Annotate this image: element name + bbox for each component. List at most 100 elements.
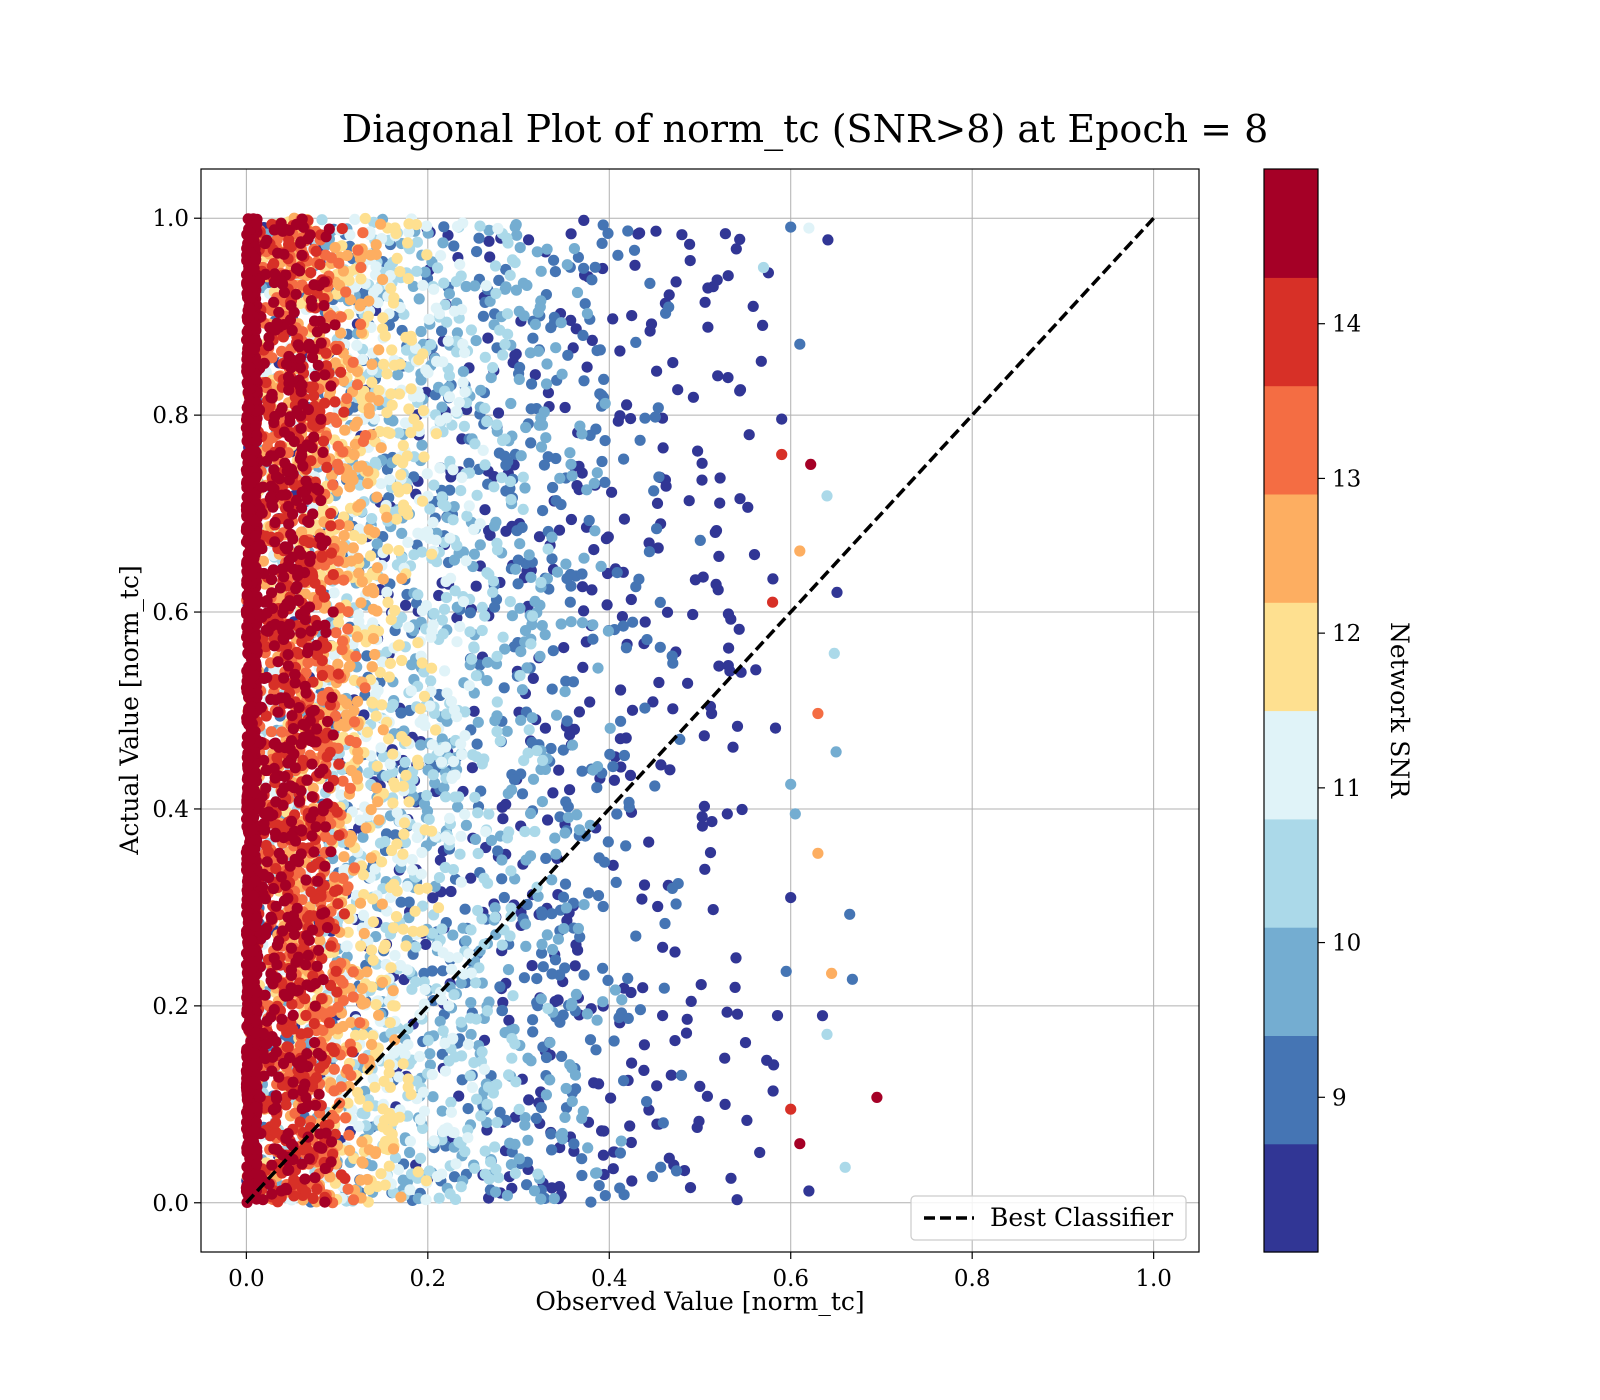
scatter-point	[550, 848, 562, 860]
scatter-point	[525, 571, 537, 584]
scatter-point	[722, 372, 734, 384]
scatter-point	[596, 455, 608, 468]
scatter-point	[458, 420, 470, 432]
scatter-point	[684, 238, 696, 250]
scatter-point	[466, 762, 478, 774]
scatter-point	[389, 781, 401, 793]
scatter-point	[375, 1168, 387, 1180]
scatter-point	[400, 599, 412, 611]
scatter-point	[561, 573, 573, 585]
scatter-point	[522, 1134, 534, 1146]
scatter-point	[550, 495, 562, 507]
scatter-point	[723, 642, 735, 654]
scatter-point	[445, 963, 458, 975]
scatter-point	[578, 969, 590, 981]
scatter-point	[529, 369, 541, 381]
scatter-point	[549, 832, 561, 844]
scatter-point	[329, 885, 341, 898]
scatter-point	[481, 415, 493, 428]
scatter-point	[505, 865, 517, 877]
scatter-point	[542, 387, 555, 399]
scatter-point	[403, 896, 415, 908]
scatter-point	[488, 481, 500, 493]
scatter-point	[450, 1158, 462, 1170]
scatter-point	[549, 266, 562, 278]
scatter-point	[387, 1143, 400, 1155]
scatter-point	[362, 310, 374, 322]
scatter-point	[536, 419, 549, 431]
scatter-point	[415, 926, 427, 938]
scatter-point	[571, 480, 583, 492]
scatter-point	[295, 422, 307, 434]
scatter-point	[423, 1165, 435, 1177]
scatter-point	[683, 495, 695, 507]
scatter-point	[587, 633, 599, 645]
scatter-point	[639, 702, 651, 714]
scatter-point	[660, 307, 672, 319]
scatter-point	[494, 735, 506, 747]
scatter-point	[527, 332, 539, 344]
scatter-point	[455, 830, 467, 842]
scatter-point	[319, 369, 331, 381]
scatter-point	[584, 696, 596, 708]
scatter-point	[482, 877, 494, 889]
scatter-point	[357, 1157, 369, 1169]
scatter-point	[463, 500, 475, 512]
scatter-point	[596, 1125, 608, 1137]
scatter-point	[445, 1096, 457, 1108]
scatter-point	[468, 1057, 480, 1069]
scatter-point	[437, 237, 449, 249]
scatter-point	[449, 1051, 461, 1063]
scatter-point	[361, 1173, 373, 1186]
scatter-point	[725, 613, 737, 625]
scatter-point	[356, 576, 368, 588]
scatter-point	[430, 428, 442, 440]
scatter-point	[405, 383, 417, 395]
scatter-point	[680, 1027, 693, 1039]
scatter-point	[592, 662, 604, 674]
scatter-point	[491, 696, 503, 708]
scatter-point	[390, 911, 403, 923]
scatter-point	[443, 391, 456, 403]
scatter-point	[535, 1101, 547, 1114]
scatter-point	[420, 938, 432, 951]
scatter-point	[694, 1080, 706, 1092]
scatter-point	[316, 550, 328, 562]
scatter-point	[444, 455, 456, 467]
scatter-point	[545, 1128, 557, 1140]
scatter-point	[471, 246, 483, 258]
scatter-point	[386, 1112, 398, 1124]
scatter-point	[485, 834, 498, 847]
scatter-point	[352, 244, 364, 256]
scatter-point	[352, 609, 365, 621]
scatter-point	[475, 384, 487, 396]
scatter-point	[516, 788, 529, 800]
scatter-point	[731, 1194, 743, 1206]
scatter-point	[615, 761, 627, 773]
scatter-point	[551, 566, 564, 578]
scatter-point	[498, 682, 510, 694]
scatter-point	[456, 471, 468, 484]
scatter-point	[636, 893, 648, 905]
scatter-point	[418, 967, 430, 980]
scatter-point	[525, 437, 537, 449]
scatter-point	[389, 949, 401, 962]
scatter-point	[455, 1181, 467, 1193]
scatter-point	[536, 909, 548, 921]
scatter-point	[653, 676, 665, 689]
scatter-point	[394, 358, 406, 370]
scatter-point	[339, 1172, 351, 1184]
scatter-point	[620, 642, 633, 654]
scatter-point	[355, 597, 367, 609]
scatter-point	[470, 580, 482, 592]
scatter-point	[504, 269, 516, 281]
scatter-point	[469, 791, 481, 803]
scatter-point	[316, 669, 328, 682]
scatter-point	[487, 586, 499, 598]
scatter-point	[562, 801, 574, 813]
scatter-point	[338, 530, 350, 542]
scatter-point	[418, 690, 431, 702]
scatter-point	[420, 600, 432, 612]
scatter-point	[403, 621, 415, 633]
scatter-point	[428, 479, 440, 491]
